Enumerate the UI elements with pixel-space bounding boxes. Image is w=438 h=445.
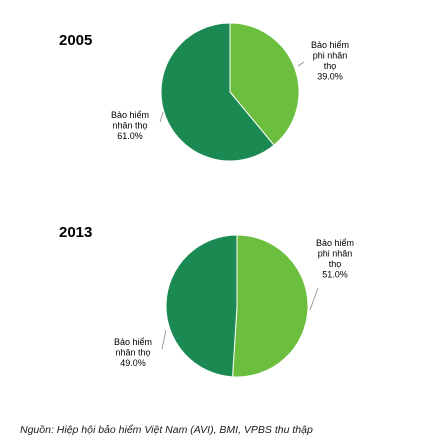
pie-slice — [229, 22, 300, 146]
pie-chart-2005: 2005 Bảo hiểm phi nhân thọ 39.0% Bảo hiểm nhân… — [59, 22, 349, 162]
leader-line — [159, 111, 164, 123]
source-note: Nguồn: Hiệp hội bảo hiểm Việt Nam (AVI),… — [20, 424, 313, 436]
slice-label: Bảo hiểm phi nhân thọ 39.0% — [311, 40, 349, 82]
slice-label: Bảo hiểm nhân thọ 61.0% — [111, 110, 149, 141]
chart-title: 2005 — [59, 32, 92, 49]
pie-slice — [160, 22, 275, 162]
leader-line — [309, 287, 319, 311]
chart-title: 2013 — [59, 224, 92, 241]
pie-slice — [165, 234, 238, 378]
leader-line — [161, 329, 167, 350]
pie-slice — [232, 234, 309, 378]
slice-label: Bảo hiểm phi nhân thọ 51.0% — [316, 238, 354, 280]
slice-label: Bảo hiểm nhân thọ 49.0% — [114, 337, 152, 368]
leader-line — [297, 61, 305, 67]
pie-chart-2013: 2013 Bảo hiểm phi nhân thọ 51.0% Bảo hiểm nhân… — [59, 224, 354, 378]
